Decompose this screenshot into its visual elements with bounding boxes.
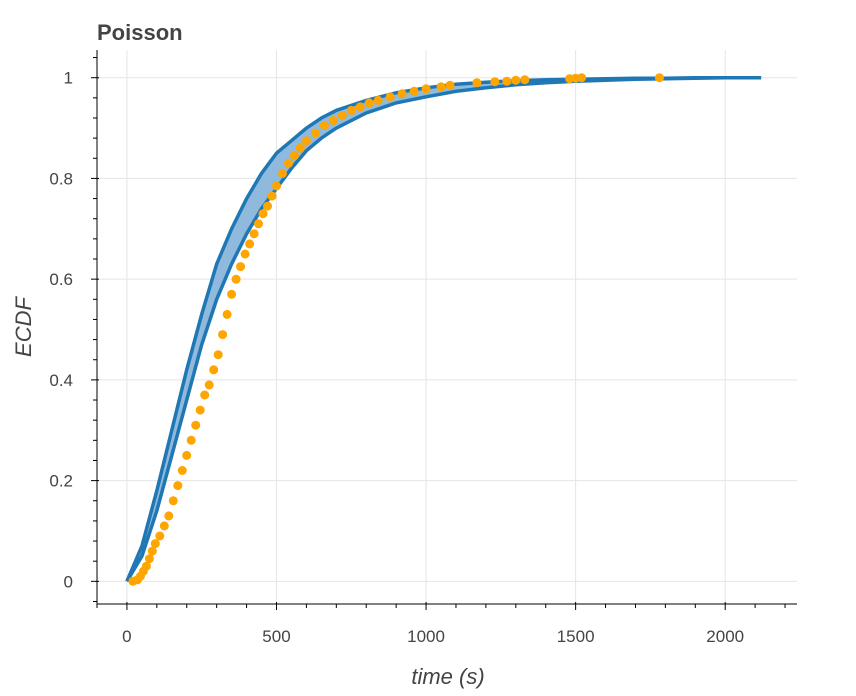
ecdf-point [520, 75, 530, 85]
x-tick-label: 2000 [706, 627, 744, 646]
ecdf-point [364, 98, 374, 108]
band-upper-edge [125, 75, 762, 582]
ecdf-point [267, 191, 277, 201]
y-tick-label: 0.8 [49, 169, 73, 188]
ecdf-point [186, 435, 196, 445]
ecdf-point [249, 229, 259, 239]
ecdf-point [200, 390, 210, 400]
x-tick-label: 1500 [557, 627, 595, 646]
ecdf-point [218, 330, 228, 340]
ecdf-point [263, 201, 272, 211]
ecdf-point [328, 116, 338, 125]
y-axis-label: ECDF [11, 295, 36, 356]
ecdf-point [301, 136, 311, 146]
ecdf-point [346, 105, 356, 115]
x-tick-label: 0 [122, 627, 131, 646]
x-tick-label: 500 [262, 627, 290, 646]
x-axis-label: time (s) [411, 664, 484, 689]
band-lower-edge [125, 75, 762, 583]
ecdf-point [195, 405, 205, 415]
ecdf-point [310, 128, 320, 138]
ecdf-point [155, 531, 165, 541]
y-tick-label: 1 [64, 69, 73, 88]
band-fill [126, 77, 762, 582]
ecdf-point [173, 481, 183, 491]
ecdf-point [222, 309, 232, 319]
ecdf-point [147, 546, 157, 556]
axes: 0 500 1000 1500 2000 0 0.2 0.4 0.6 0.8 1 [49, 50, 797, 646]
ecdf-point [355, 102, 365, 112]
ecdf-point [150, 539, 160, 549]
grid [97, 50, 797, 604]
ecdf-point [182, 450, 192, 460]
ecdf-point [511, 75, 521, 85]
ecdf-point [191, 420, 201, 430]
ecdf-point [227, 289, 237, 299]
ecdf-point [295, 143, 305, 153]
ecdf-point [409, 86, 419, 96]
y-tick-label: 0.2 [49, 472, 73, 491]
ecdf-point [421, 84, 431, 94]
y-tick-label: 0.4 [49, 371, 73, 390]
ecdf-point [258, 209, 268, 219]
ecdf-point [436, 82, 446, 92]
ecdf-point [254, 219, 263, 229]
ecdf-point [272, 181, 281, 191]
ecdf-point [502, 76, 512, 86]
ecdf-point [141, 561, 151, 571]
ecdf-point [245, 239, 255, 249]
ecdf-point [209, 365, 219, 375]
ecdf-point [231, 274, 241, 284]
ecdf-point [168, 496, 178, 506]
ecdf-point [577, 73, 587, 83]
y-tick-label: 0.6 [49, 270, 73, 289]
ecdf-point [240, 249, 250, 259]
chart-title: Poisson [97, 20, 183, 45]
ecdf-point [236, 262, 246, 272]
ecdf-point [164, 511, 174, 521]
ecdf-point [385, 92, 395, 102]
credible-band [125, 75, 762, 583]
ecdf-point [319, 121, 329, 130]
ecdf-point [213, 350, 223, 360]
ecdf-point [159, 521, 169, 531]
ecdf-point [204, 380, 214, 390]
ecdf-point [472, 78, 482, 88]
ecdf-point [284, 158, 293, 168]
x-tick-label: 1000 [407, 627, 445, 646]
ecdf-point [177, 466, 187, 475]
ecdf-point [490, 77, 500, 87]
y-tick-label: 0 [64, 572, 73, 591]
ecdf-point [445, 80, 455, 90]
ecdf-point [337, 111, 347, 120]
ecdf-point [373, 95, 383, 105]
ecdf-point [654, 73, 664, 83]
ecdf-point [289, 151, 299, 161]
ecdf-points [128, 73, 664, 586]
ecdf-point [278, 168, 287, 178]
ecdf-point [397, 89, 407, 99]
ecdf-point [144, 554, 154, 564]
